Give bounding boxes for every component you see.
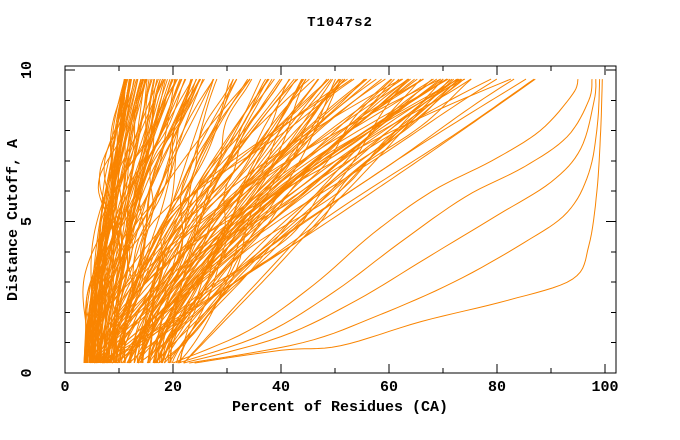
- model-curve: [114, 78, 449, 364]
- model-curve: [157, 78, 372, 364]
- model-curve: [183, 78, 451, 364]
- model-curve: [94, 78, 536, 364]
- outlier-model-curve: [178, 79, 593, 364]
- model-curve: [155, 78, 393, 364]
- x-tick-label: 20: [164, 379, 182, 396]
- model-curve: [103, 78, 463, 364]
- model-curve: [142, 78, 230, 364]
- x-tick-label: 60: [380, 379, 398, 396]
- model-curve: [89, 78, 410, 364]
- x-axis-label: Percent of Residues (CA): [232, 399, 448, 416]
- model-curve: [148, 78, 395, 364]
- model-curve: [84, 78, 148, 364]
- model-curve: [112, 78, 402, 364]
- model-curve: [92, 78, 205, 364]
- plot-border: [64, 65, 617, 374]
- model-curve: [93, 78, 139, 364]
- model-curve: [153, 78, 273, 364]
- y-axis-label: Distance Cutoff, A: [5, 139, 22, 301]
- model-curve: [89, 78, 161, 364]
- model-curve: [141, 78, 262, 364]
- model-curve: [163, 78, 453, 364]
- model-curve: [114, 78, 165, 363]
- y-tick-label: 5: [19, 217, 36, 226]
- model-curve: [179, 78, 345, 364]
- model-curve: [91, 78, 153, 364]
- model-curve: [105, 78, 202, 364]
- model-curve: [91, 78, 329, 364]
- curves-and-axes-layer: 0 20 40 60 80 100 0 5 10: [19, 61, 619, 396]
- model-curve: [123, 78, 201, 364]
- model-curve: [91, 79, 143, 364]
- model-curve: [127, 78, 234, 364]
- x-tick-label: 40: [272, 379, 290, 396]
- model-curve: [120, 78, 291, 364]
- model-curve: [141, 78, 249, 364]
- model-curve: [106, 78, 535, 364]
- model-curve: [153, 78, 392, 364]
- model-curve: [175, 78, 460, 364]
- outlier-model-curve: [194, 79, 603, 364]
- model-curve: [169, 78, 492, 364]
- model-curve: [116, 78, 198, 363]
- model-curve: [155, 78, 268, 364]
- outlier-model-curve: [183, 79, 597, 364]
- model-curve: [161, 78, 441, 364]
- model-curve: [102, 79, 150, 364]
- model-curve: [115, 78, 269, 364]
- model-curve: [101, 78, 234, 364]
- y-tick-label: 0: [19, 368, 36, 377]
- model-curve: [85, 78, 355, 364]
- model-curve: [130, 78, 330, 364]
- y-tick-label: 10: [19, 61, 36, 79]
- outlier-model-curve: [189, 79, 601, 364]
- model-curve: [124, 78, 365, 364]
- model-curve: [153, 78, 455, 364]
- model-curve: [99, 78, 346, 364]
- outlier-model-curve: [172, 79, 579, 364]
- model-curve: [95, 78, 155, 364]
- model-curve: [137, 78, 527, 364]
- x-tick-label: 80: [488, 379, 506, 396]
- x-tick-label: 100: [591, 379, 618, 396]
- model-curve: [137, 78, 462, 364]
- model-curve: [147, 78, 409, 364]
- model-curve: [171, 78, 515, 364]
- x-tick-label: 0: [60, 379, 69, 396]
- chart-title: T1047s2: [307, 15, 373, 31]
- model-curve: [85, 78, 142, 364]
